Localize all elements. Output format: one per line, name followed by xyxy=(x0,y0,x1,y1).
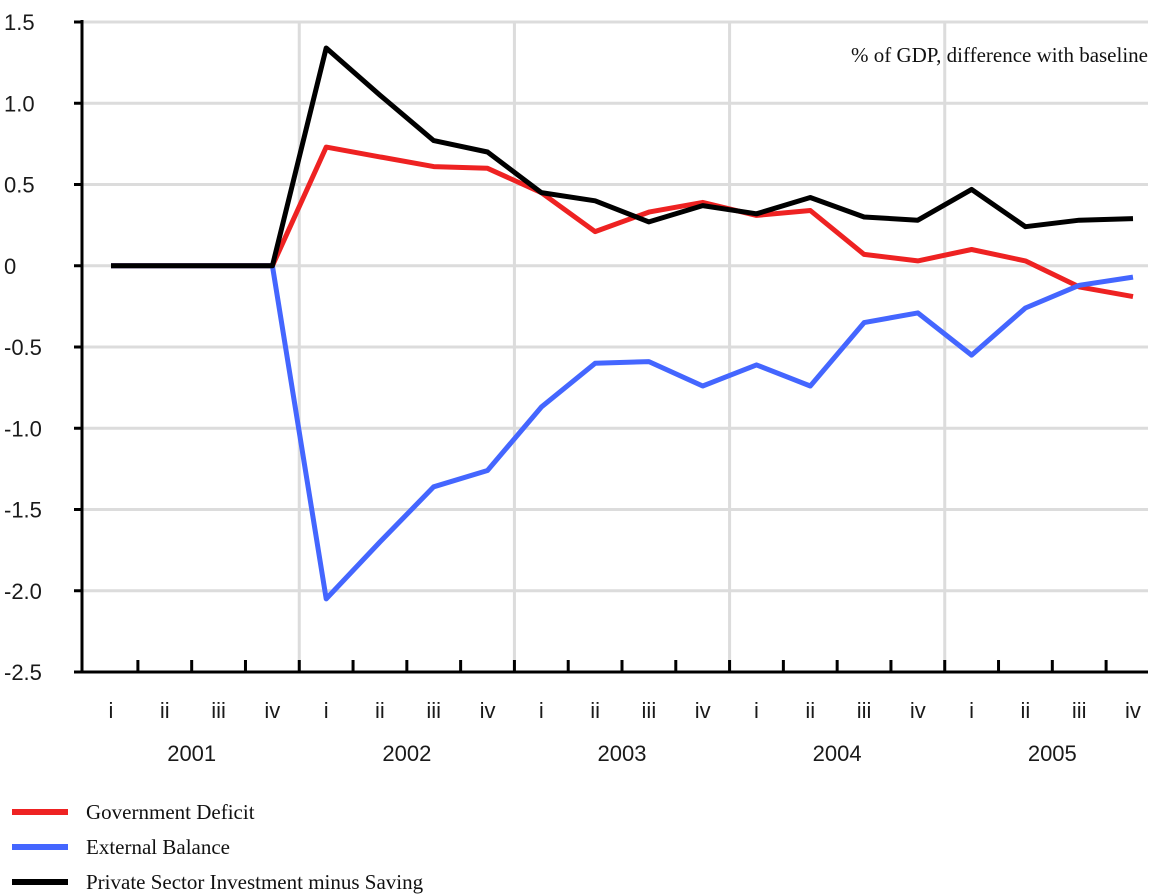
x-year-label: 2004 xyxy=(813,741,862,766)
axes xyxy=(74,20,1148,674)
x-year-label: 2002 xyxy=(382,741,431,766)
x-quarter-label: ii xyxy=(590,698,600,723)
x-quarter-label: ii xyxy=(375,698,385,723)
x-quarter-label: iv xyxy=(1125,698,1141,723)
y-tick-label: 1.0 xyxy=(4,91,35,116)
grid-lines xyxy=(82,20,1148,672)
series-line-external-balance xyxy=(111,263,1134,602)
x-quarter-label: ii xyxy=(160,698,170,723)
series-line-private-sector-investment-minus-saving xyxy=(111,45,1134,269)
x-quarter-label: ii xyxy=(1021,698,1031,723)
series-line-government-deficit xyxy=(111,144,1134,300)
legend-label: External Balance xyxy=(86,835,230,859)
x-quarter-label: iv xyxy=(910,698,926,723)
x-quarter-label: iv xyxy=(480,698,496,723)
legend-label: Government Deficit xyxy=(86,800,255,824)
x-quarter-label: iii xyxy=(211,698,226,723)
x-year-label: 2005 xyxy=(1028,741,1077,766)
series-lines xyxy=(111,45,1134,602)
x-quarter-label: iii xyxy=(1072,698,1087,723)
x-quarter-label: i xyxy=(754,698,759,723)
chart-annotation: % of GDP, difference with baseline xyxy=(851,43,1148,67)
x-quarter-label: iv xyxy=(264,698,280,723)
x-quarter-label: iii xyxy=(426,698,441,723)
x-quarter-label: i xyxy=(539,698,544,723)
x-quarter-label: ii xyxy=(805,698,815,723)
y-tick-label: 0 xyxy=(4,254,16,279)
y-tick-label: 1.5 xyxy=(4,10,35,35)
y-tick-label: -2.0 xyxy=(4,579,42,604)
x-year-label: 2003 xyxy=(598,741,647,766)
x-quarter-label: i xyxy=(324,698,329,723)
x-quarter-label: iii xyxy=(642,698,657,723)
y-tick-label: 0.5 xyxy=(4,173,35,198)
x-quarter-label: i xyxy=(109,698,114,723)
x-quarter-label: iii xyxy=(857,698,872,723)
x-quarter-label: i xyxy=(969,698,974,723)
y-tick-label: -1.5 xyxy=(4,498,42,523)
y-tick-label: -1.0 xyxy=(4,416,42,441)
x-year-label: 2001 xyxy=(167,741,216,766)
tick-labels: 1.51.00.50-0.5-1.0-1.5-2.0-2.5i ii iii iv i i… xyxy=(4,10,1141,766)
y-tick-label: -2.5 xyxy=(4,660,42,685)
legend-label: Private Sector Investment minus Saving xyxy=(86,870,424,894)
legend: Government Deficit External Balance Privat… xyxy=(12,800,424,894)
y-tick-label: -0.5 xyxy=(4,335,42,360)
x-quarter-label: iv xyxy=(695,698,711,723)
